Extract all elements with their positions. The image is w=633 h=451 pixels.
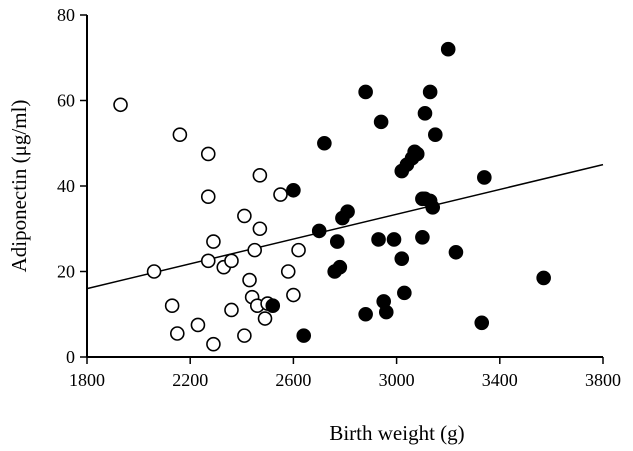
- x-tick-label: 2200: [172, 370, 208, 390]
- open-data-point: [113, 97, 128, 113]
- open-data-point: [206, 234, 221, 249]
- open-data-point: [247, 242, 262, 258]
- filled-data-point: [311, 223, 327, 239]
- open-data-point: [206, 336, 221, 352]
- x-axis-label: Birth weight (g): [329, 421, 464, 445]
- open-data-point: [164, 298, 180, 314]
- filled-data-point: [358, 84, 373, 100]
- filled-data-point: [415, 230, 430, 245]
- open-data-point: [237, 208, 252, 224]
- filled-data-point: [397, 285, 412, 301]
- y-tick-label: 40: [57, 176, 75, 196]
- filled-data-point: [386, 232, 402, 247]
- open-data-point: [146, 264, 162, 279]
- trendline-group: [86, 163, 604, 290]
- x-tick-label: 3000: [379, 370, 415, 390]
- y-axis-ticks: 0 20 40 60 80: [57, 5, 87, 367]
- y-tick-label: 80: [57, 5, 75, 25]
- filled-data-point: [332, 259, 348, 275]
- open-data-point: [286, 287, 301, 303]
- y-tick-label: 0: [66, 347, 75, 367]
- open-data-point: [257, 311, 273, 326]
- filled-data-point: [317, 135, 332, 151]
- open-data-point: [224, 302, 239, 318]
- filled-data-point: [265, 298, 281, 314]
- x-tick-label: 3400: [482, 370, 518, 390]
- filled-data-point: [373, 114, 389, 130]
- data-points: [113, 41, 551, 352]
- open-data-point: [252, 221, 268, 237]
- filled-data-point: [536, 270, 551, 286]
- y-axis-label: Adiponectin (μg/ml): [7, 100, 31, 273]
- filled-data-point: [340, 204, 355, 219]
- x-tick-label: 1800: [69, 370, 105, 390]
- filled-data-point: [286, 182, 301, 198]
- y-tick-label: 60: [57, 91, 75, 111]
- filled-data-point: [425, 200, 441, 215]
- open-data-point: [200, 146, 216, 162]
- x-tick-label: 2600: [275, 370, 311, 390]
- open-data-point: [237, 328, 252, 343]
- x-tick-label: 3800: [585, 370, 621, 390]
- filled-data-point: [358, 306, 373, 322]
- filled-data-point: [371, 232, 386, 247]
- filled-data-point: [296, 328, 312, 343]
- filled-data-point: [422, 84, 438, 100]
- open-data-point: [252, 168, 268, 183]
- trendline: [86, 163, 604, 290]
- filled-data-point: [329, 234, 345, 249]
- open-data-point: [200, 253, 216, 269]
- open-data-point: [291, 242, 306, 258]
- y-tick-label: 20: [57, 262, 75, 282]
- filled-data-point: [394, 251, 410, 266]
- open-data-point: [200, 189, 216, 204]
- chart-axes: [86, 15, 603, 358]
- filled-data-point: [427, 127, 443, 142]
- open-data-point: [273, 187, 288, 202]
- open-data-point: [172, 127, 188, 142]
- filled-data-point: [417, 106, 433, 121]
- filled-data-point: [440, 41, 456, 57]
- x-axis-ticks: 1800 2200 2600 3000 3400 3800: [69, 357, 621, 390]
- open-data-point: [242, 272, 257, 288]
- filled-data-point: [409, 146, 425, 162]
- open-data-point: [190, 317, 206, 333]
- filled-data-point: [378, 304, 394, 320]
- open-data-point: [280, 264, 296, 279]
- filled-data-point: [474, 315, 490, 331]
- filled-data-point: [477, 170, 492, 185]
- open-data-point: [170, 326, 185, 341]
- open-data-point: [224, 253, 239, 269]
- filled-data-point: [448, 244, 464, 260]
